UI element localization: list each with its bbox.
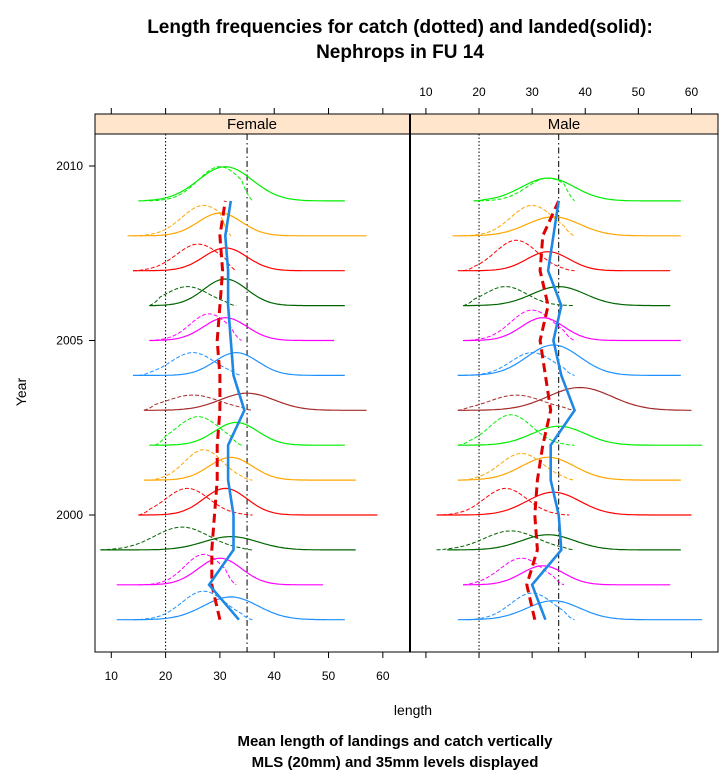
catch-mean-line xyxy=(525,200,561,621)
landings-ridge-2006 xyxy=(149,278,345,307)
catch-ridge-2003 xyxy=(143,394,253,411)
x-tick-label-top: 20 xyxy=(472,85,486,99)
x-tick-label-top: 10 xyxy=(419,85,433,99)
landings-ridge-1998 xyxy=(116,557,324,586)
plot-area-male xyxy=(436,134,703,652)
catch-ridge-2005 xyxy=(149,313,242,341)
x-tick-label: 30 xyxy=(213,669,227,683)
x-tick-label-top: 30 xyxy=(525,85,539,99)
caption-line-1: Mean length of landings and catch vertic… xyxy=(237,733,553,750)
catch-ridge-2006 xyxy=(462,286,575,307)
panel-frame-1 xyxy=(409,133,719,653)
y-tick-label: 2005 xyxy=(56,334,83,348)
landings-ridge-2003 xyxy=(457,386,692,411)
catch-ridge-2006 xyxy=(149,286,237,307)
landings-ridge-2000 xyxy=(436,491,692,516)
landings-ridge-2007 xyxy=(133,247,345,272)
catch-ridge-2002 xyxy=(457,414,575,446)
catch-ridge-1998 xyxy=(463,557,565,586)
landings-ridge-2002 xyxy=(149,421,345,446)
y-axis-left: 2000 2005 2010 xyxy=(56,159,95,522)
catch-ridge-2007 xyxy=(463,239,575,272)
catch-ridge-2009 xyxy=(473,177,575,202)
landings-ridge-2001 xyxy=(143,456,356,481)
x-tick-label: 20 xyxy=(159,669,173,683)
landings-ridge-1997 xyxy=(457,600,703,621)
catch-ridge-2001 xyxy=(149,449,253,481)
y-axis-label: Year xyxy=(13,378,29,407)
landings-ridge-1997 xyxy=(116,596,345,621)
x-tick-label: 50 xyxy=(322,669,336,683)
x-tick-label-top: 40 xyxy=(579,85,593,99)
landings-ridge-2004 xyxy=(457,344,681,376)
chart-title-line-1: Length frequencies for catch (dotted) an… xyxy=(147,17,653,38)
catch-ridge-2000 xyxy=(436,487,570,516)
strip-label-male: Male xyxy=(548,116,581,133)
landings-ridge-2009 xyxy=(138,166,345,202)
y-tick-label: 2000 xyxy=(56,508,83,522)
x-axis-top: 10 20 30 40 50 60 xyxy=(110,85,699,114)
x-axis-bottom: 10 20 30 40 50 60 xyxy=(105,652,692,683)
catch-ridge-2007 xyxy=(133,243,237,272)
landings-ridge-2002 xyxy=(457,425,703,446)
chart-title-line-2: Nephrops in FU 14 xyxy=(316,42,484,63)
x-tick-label: 60 xyxy=(376,669,390,683)
landings-ridge-2000 xyxy=(138,487,378,516)
panel-male: Male xyxy=(409,113,719,652)
y-tick-label: 2010 xyxy=(56,159,83,173)
x-tick-label-top: 50 xyxy=(632,85,646,99)
landings-ridge-2008 xyxy=(452,216,681,237)
catch-ridge-2004 xyxy=(138,352,242,376)
catch-ridge-2001 xyxy=(463,453,575,481)
caption-line-2: MLS (20mm) and 35mm levels displayed xyxy=(252,754,539,771)
landings-ridge-2004 xyxy=(133,351,345,376)
landings-mean-line xyxy=(530,200,577,621)
x-axis-label: length xyxy=(394,702,432,718)
catch-ridge-1997 xyxy=(133,590,253,621)
catch-ridge-2008 xyxy=(463,204,575,237)
landings-ridge-2001 xyxy=(457,456,681,481)
catch-ridge-2003 xyxy=(457,394,575,411)
panel-frames xyxy=(94,114,719,653)
landings-ridge-1999 xyxy=(100,535,356,551)
catch-ridge-1999 xyxy=(100,526,253,551)
catch-ridge-1998 xyxy=(138,553,237,586)
catch-ridge-2008 xyxy=(133,204,232,237)
landings-ridge-2008 xyxy=(127,212,367,237)
panel-female: Female xyxy=(94,113,411,652)
landings-ridge-2003 xyxy=(143,392,367,411)
catch-mean-line xyxy=(210,200,227,621)
landings-mean-line xyxy=(207,200,246,621)
landings-ridge-2009 xyxy=(473,177,681,202)
x-tick-label: 40 xyxy=(268,669,282,683)
landings-ridge-2007 xyxy=(457,251,671,272)
strip-label-female: Female xyxy=(227,116,277,133)
plot-area-female xyxy=(100,134,378,652)
catch-ridge-2009 xyxy=(149,166,253,202)
landings-ridge-2005 xyxy=(463,317,681,342)
landings-ridge-2005 xyxy=(149,317,334,342)
landings-ridge-1999 xyxy=(447,534,681,551)
catch-ridge-2002 xyxy=(154,416,242,446)
x-tick-label: 10 xyxy=(105,669,119,683)
x-tick-label-top: 60 xyxy=(685,85,699,99)
landings-ridge-2006 xyxy=(463,286,671,307)
catch-ridge-2000 xyxy=(138,487,253,516)
catch-ridge-2005 xyxy=(463,309,575,341)
landings-ridge-1998 xyxy=(463,565,671,586)
catch-ridge-1997 xyxy=(468,592,575,621)
catch-ridge-1999 xyxy=(436,530,575,551)
